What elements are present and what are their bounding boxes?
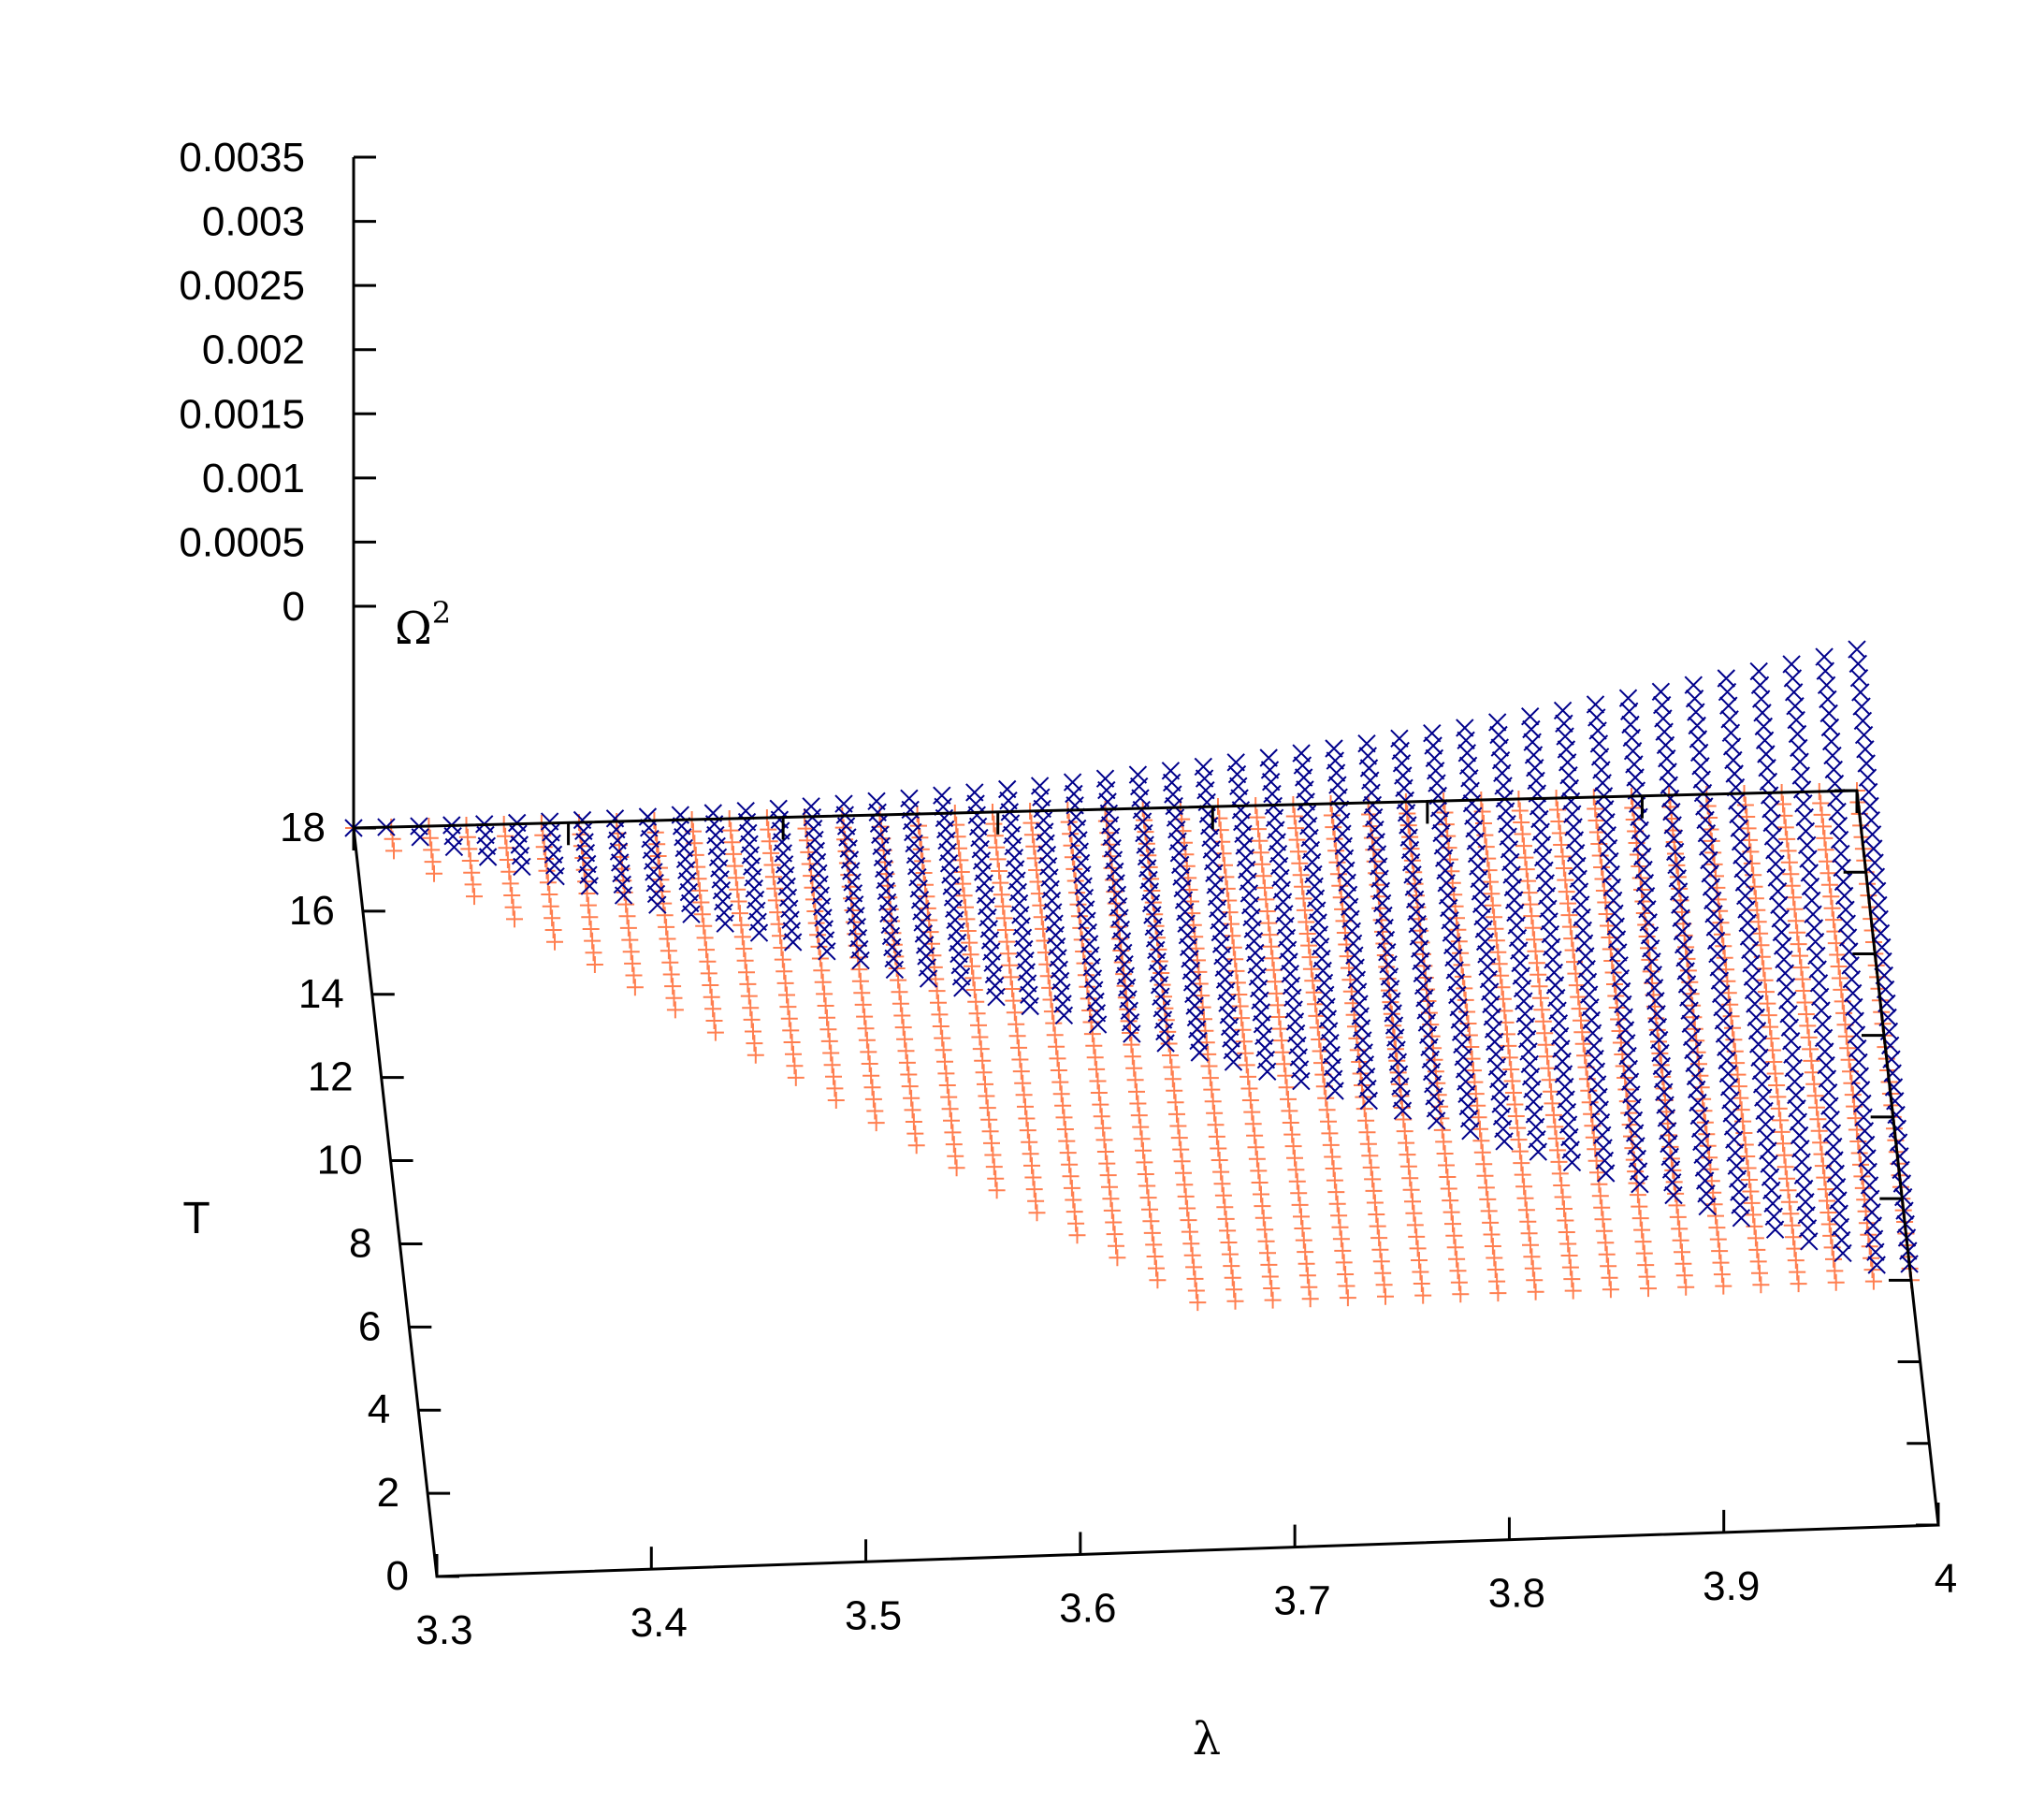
z-tick-label: 0 (283, 584, 305, 630)
y-tick-label: 10 (317, 1138, 363, 1184)
y-tick-label: 12 (308, 1054, 354, 1100)
y-axis-title: T (182, 1194, 210, 1243)
data-markers (344, 640, 1920, 1312)
x-tick-label: 3.8 (1488, 1571, 1545, 1617)
z-tick-label: 0.0025 (179, 263, 305, 309)
axes (352, 155, 1940, 1578)
x-tick-label: 3.3 (415, 1607, 472, 1653)
x-tick-label: 3.4 (631, 1600, 688, 1646)
z-axis-title: Ω2 (395, 595, 451, 655)
x-tick-label: 4 (1935, 1556, 1957, 1602)
z-tick-label: 0.0035 (179, 135, 305, 181)
z-axis-title-superscript: 2 (432, 595, 451, 631)
y-tick-label: 8 (349, 1220, 371, 1266)
y-tick-label: 2 (377, 1470, 399, 1516)
series-cross-markers (344, 640, 1919, 1274)
y-tick-label: 0 (386, 1553, 409, 1599)
x-tick-label: 3.5 (845, 1592, 902, 1638)
x-tick-label: 3.6 (1059, 1585, 1116, 1631)
y-tick-label: 6 (358, 1303, 381, 1349)
x-tick-label: 3.7 (1274, 1578, 1331, 1624)
y-tick-label: 16 (289, 888, 335, 934)
z-tick-label: 0.002 (202, 327, 305, 373)
z-tick-label: 0.003 (202, 199, 305, 245)
series-plus-markers (345, 782, 1920, 1312)
y-tick-label: 18 (280, 805, 326, 850)
y-tick-label: 4 (368, 1387, 390, 1432)
x-tick-label: 3.9 (1703, 1563, 1760, 1609)
z-tick-label: 0.001 (202, 456, 305, 501)
z-tick-label: 0.0005 (179, 519, 305, 565)
z-tick-label: 0.0015 (179, 391, 305, 437)
x-axis-title: λ (1193, 1713, 1221, 1765)
tick-labels: 3.3 3.4 3.5 3.6 3.7 3.8 3.9 4 0 2 4 6 8 10 12 14 16 18 0 0.… (179, 135, 1957, 1765)
y-tick-label: 14 (298, 971, 344, 1017)
